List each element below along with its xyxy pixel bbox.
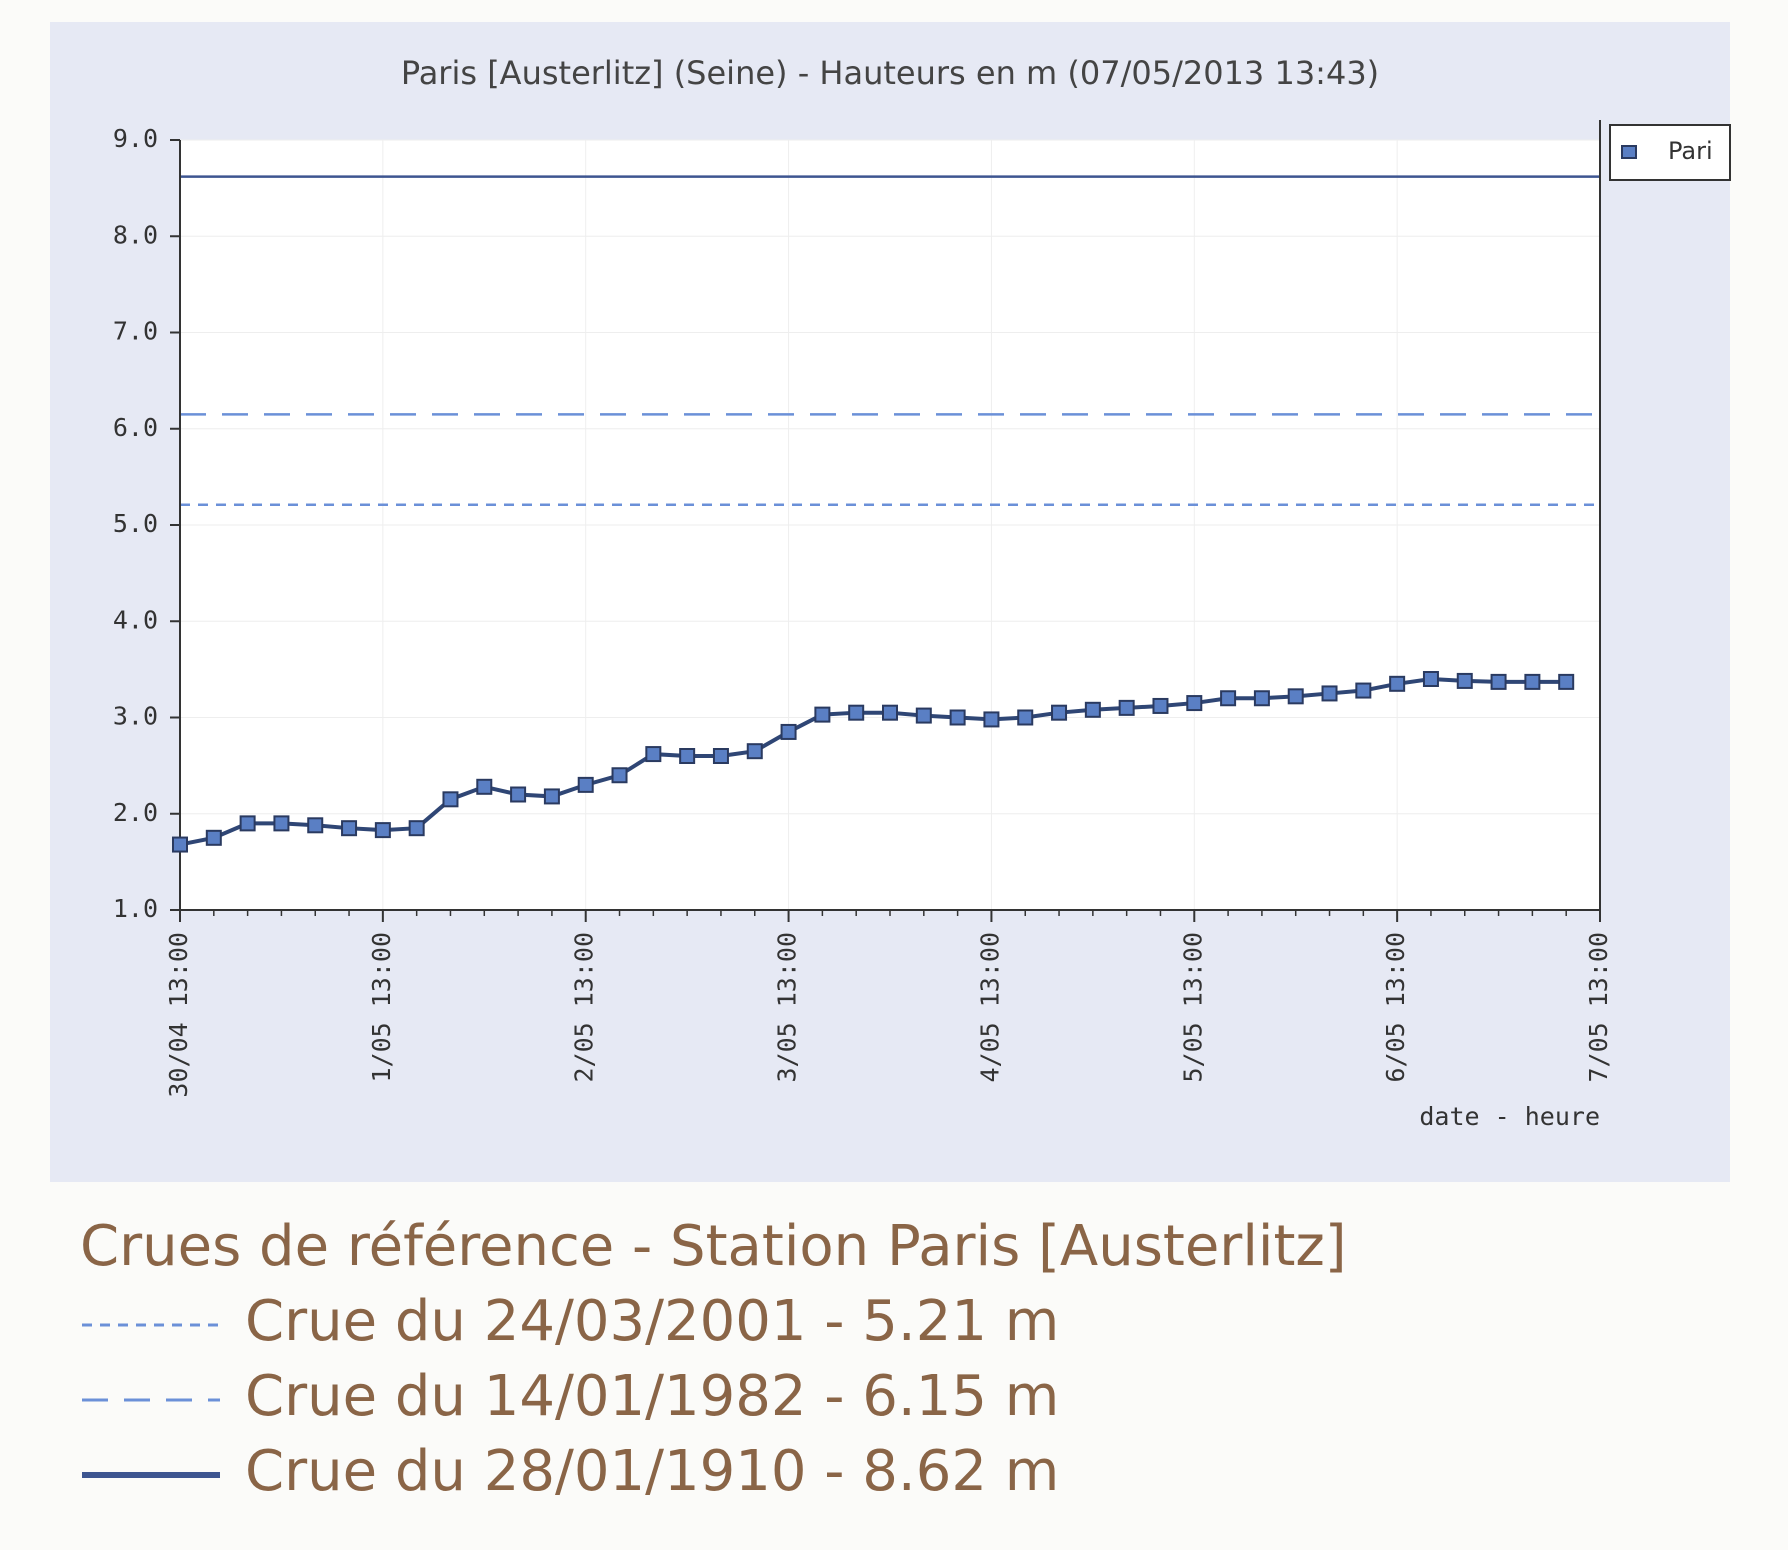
y-tick-label: 2.0	[113, 798, 158, 827]
chart-title: Paris [Austerlitz] (Seine) - Hauteurs en…	[401, 54, 1379, 92]
y-tick-label: 8.0	[113, 220, 158, 249]
point	[1220, 690, 1237, 707]
point	[679, 748, 696, 764]
point	[1084, 701, 1101, 718]
point	[848, 704, 865, 721]
x-tick-label: 2/05 13:00	[570, 932, 599, 1083]
point	[1355, 682, 1372, 699]
x-tick-label: 3/05 13:00	[773, 932, 802, 1083]
point	[1051, 704, 1068, 721]
point	[1152, 697, 1169, 714]
point	[408, 820, 425, 837]
point	[611, 767, 628, 784]
reference-title: Crues de référence - Station Paris [Aust…	[80, 1214, 1347, 1279]
reference-legend-label: Crue du 14/01/1982 - 6.15 m	[245, 1364, 1059, 1429]
y-tick-label: 3.0	[113, 702, 158, 731]
point	[543, 788, 560, 805]
point	[205, 829, 222, 846]
point	[239, 815, 256, 832]
y-tick-label: 4.0	[113, 605, 158, 634]
point	[1118, 699, 1135, 716]
point	[1524, 673, 1541, 690]
y-tick-label: 1.0	[113, 894, 158, 923]
point	[510, 786, 527, 803]
point	[1017, 709, 1034, 726]
legend-label: Pari	[1668, 137, 1713, 165]
x-tick-label: 4/05 13:00	[975, 932, 1004, 1083]
point	[442, 791, 459, 808]
y-tick-label: 6.0	[113, 413, 158, 442]
legend-marker	[1621, 145, 1637, 159]
point	[1287, 688, 1304, 705]
point	[1558, 673, 1575, 690]
point	[1490, 673, 1507, 690]
point	[1321, 685, 1338, 702]
y-tick-label: 9.0	[113, 124, 158, 153]
point	[1389, 675, 1406, 692]
x-tick-label: 6/05 13:00	[1381, 932, 1410, 1083]
point	[341, 820, 358, 837]
point	[1456, 672, 1473, 689]
point	[273, 815, 290, 832]
x-tick-label: 7/05 13:00	[1584, 932, 1613, 1083]
point	[374, 822, 391, 839]
point	[476, 778, 493, 795]
point	[915, 707, 932, 724]
y-tick-label: 5.0	[113, 509, 158, 538]
point	[1422, 671, 1439, 687]
point	[645, 746, 662, 763]
point	[983, 711, 1000, 728]
point	[949, 709, 966, 726]
x-tick-label: 1/05 13:00	[367, 932, 396, 1083]
point	[307, 817, 324, 834]
point	[1253, 690, 1270, 707]
point	[577, 776, 594, 793]
point	[814, 706, 831, 723]
x-tick-label: 5/05 13:00	[1178, 932, 1207, 1083]
point	[882, 704, 898, 721]
reference-legend-label: Crue du 28/01/1910 - 8.62 m	[245, 1439, 1059, 1504]
point	[746, 743, 763, 760]
x-axis-label: date - heure	[1419, 1102, 1600, 1131]
point	[1186, 695, 1203, 712]
point	[172, 836, 188, 853]
x-tick-label: 30/04 13:00	[164, 932, 193, 1098]
reference-legend-label: Crue du 24/03/2001 - 5.21 m	[245, 1289, 1059, 1354]
point	[712, 748, 729, 764]
point	[780, 723, 797, 740]
y-tick-label: 7.0	[113, 317, 158, 346]
